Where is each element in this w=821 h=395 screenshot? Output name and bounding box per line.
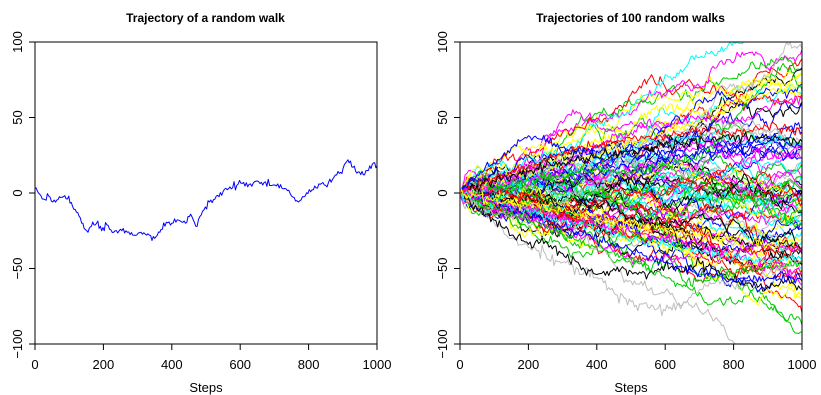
x-tick-label: 200	[518, 357, 540, 372]
walk-line	[460, 192, 802, 288]
walk-line	[460, 191, 802, 268]
x-tick-label: 200	[93, 357, 115, 372]
x-tick-label: 800	[298, 357, 320, 372]
y-tick-label: 100	[435, 31, 450, 53]
y-tick-label: 100	[10, 31, 25, 53]
x-tick-label: 400	[161, 357, 183, 372]
walk-line	[460, 81, 802, 196]
walk-line	[460, 189, 802, 249]
x-tick-label: 1000	[788, 357, 817, 372]
walk-line	[460, 134, 802, 194]
x-axis-right: 0 200 400 600 800 1000	[456, 344, 816, 372]
walk-line	[460, 157, 802, 226]
walk-line	[460, 121, 802, 196]
walk-line	[460, 62, 802, 196]
y-tick-label: 50	[435, 110, 450, 124]
x-axis-label-left: Steps	[189, 380, 223, 395]
walk-line-layer-left	[35, 159, 377, 242]
walk-line	[35, 159, 377, 242]
x-tick-label: 1000	[363, 357, 392, 372]
y-tick-label: −50	[10, 257, 25, 279]
walk-line	[460, 131, 802, 194]
walk-line	[460, 181, 802, 326]
y-axis-left: −100 −50 0 50 100	[10, 31, 35, 359]
x-tick-label: 0	[31, 357, 38, 372]
walk-line	[460, 192, 802, 286]
walk-line	[460, 190, 802, 286]
walk-line	[460, 72, 802, 196]
walk-line	[460, 170, 802, 223]
panel-hundred-walks: Trajectories of 100 random walks 0 200 400…	[435, 11, 816, 395]
walk-line	[460, 42, 802, 194]
chart-title-left: Trajectory of a random walk	[126, 11, 285, 25]
walk-line	[460, 138, 802, 200]
walk-line	[460, 95, 802, 196]
x-tick-label: 0	[456, 357, 463, 372]
walk-line-layer-right	[460, 42, 802, 344]
y-tick-label: 0	[10, 189, 25, 196]
walk-line	[460, 192, 802, 254]
x-tick-label: 600	[654, 357, 676, 372]
y-tick-label: −100	[435, 329, 450, 358]
y-tick-label: −50	[435, 257, 450, 279]
panel-single-walk: Trajectory of a random walk 0 200 400 600 80…	[10, 11, 391, 395]
x-axis-label-right: Steps	[614, 380, 648, 395]
chart-title-right: Trajectories of 100 random walks	[536, 11, 725, 25]
y-axis-right: −100 −50 0 50 100	[435, 31, 460, 359]
walk-line	[460, 187, 802, 254]
y-tick-label: −100	[10, 329, 25, 358]
y-tick-label: 50	[10, 110, 25, 124]
x-axis-left: 0 200 400 600 800 1000	[31, 344, 391, 372]
plot-box-left	[34, 41, 378, 345]
x-tick-label: 600	[229, 357, 251, 372]
y-tick-label: 0	[435, 189, 450, 196]
x-tick-label: 800	[723, 357, 745, 372]
walk-line	[460, 190, 802, 292]
walk-line	[460, 172, 802, 232]
x-tick-label: 400	[586, 357, 608, 372]
